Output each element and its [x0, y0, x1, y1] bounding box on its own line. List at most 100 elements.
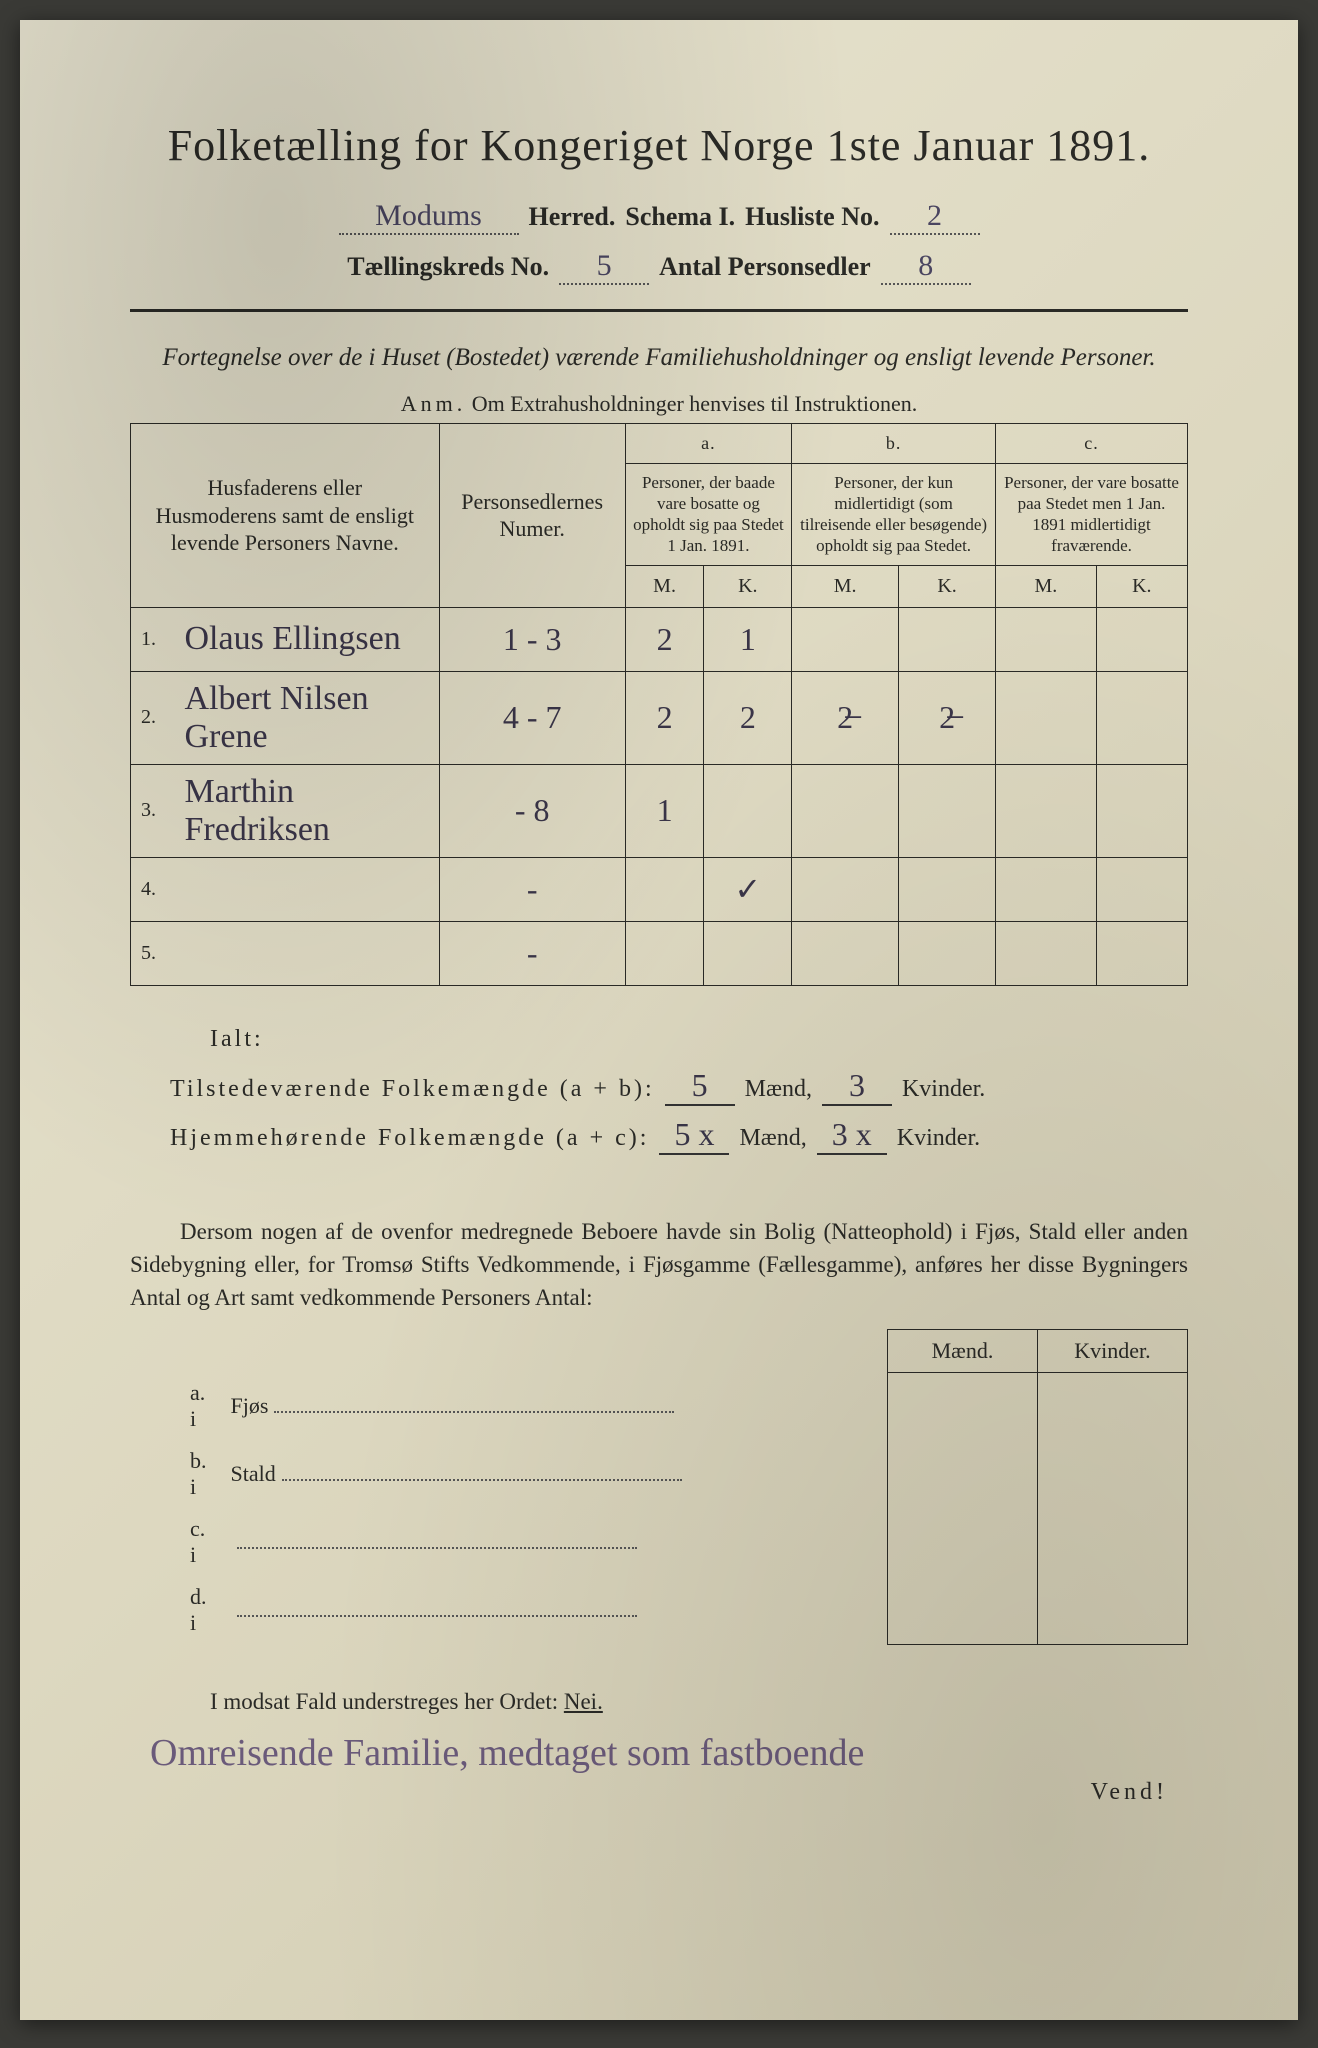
row-name: Olaus Ellingsen — [171, 607, 440, 671]
row-bm: 2̶ — [792, 671, 899, 764]
col-a-abc: a. — [625, 424, 792, 464]
row-bk — [899, 764, 996, 857]
antal-label: Antal Personsedler — [659, 252, 871, 282]
col-b-header: Personer, der kun midlertidigt (som tilr… — [792, 463, 996, 565]
col-c-header: Personer, der vare bosatte paa Stedet me… — [996, 463, 1188, 565]
row-label: Fjøs — [219, 1372, 888, 1440]
table-row: 2. Albert Nilsen Grene 4 - 7 2 2 2̶ 2̶ — [131, 671, 1188, 764]
resident-kvinder: 3 x — [817, 1116, 887, 1155]
outbuilding-row: b. i Stald — [130, 1440, 1188, 1508]
divider — [130, 309, 1188, 312]
table-body: 1. Olaus Ellingsen 1 - 3 2 1 2. Albert N… — [131, 607, 1188, 985]
row-label: Stald — [219, 1440, 888, 1508]
table-row: 5. - — [131, 921, 1188, 985]
husliste-label: Husliste No. — [745, 202, 879, 232]
nei-pre: I modsat Fald understreges her Ordet: — [210, 1689, 564, 1714]
antal-value: 8 — [881, 249, 971, 285]
herred-label: Herred. — [529, 202, 616, 232]
table-row: 4. - ✓ — [131, 857, 1188, 921]
row-bk — [899, 857, 996, 921]
resident-maend: 5 x — [659, 1116, 729, 1155]
row-name: Marthin Fredriksen — [171, 764, 440, 857]
row-bk: 2̶ — [899, 671, 996, 764]
row-numer: - — [439, 857, 625, 921]
row-k — [1038, 1576, 1188, 1644]
row-m — [888, 1440, 1038, 1508]
nei-line: I modsat Fald understreges her Ordet: Ne… — [130, 1689, 1188, 1715]
row-ak: 2 — [704, 671, 792, 764]
col-b-m: M. — [792, 565, 899, 607]
row-ak — [704, 921, 792, 985]
row-k — [1038, 1508, 1188, 1576]
row-bk — [899, 921, 996, 985]
col-b-abc: b. — [792, 424, 996, 464]
outbuilding-table: Mænd. Kvinder. a. i Fjøs b. i Stald c. i… — [130, 1329, 1188, 1645]
household-table: Husfaderens eller Husmoderens samt de en… — [130, 423, 1188, 986]
row-bm — [792, 921, 899, 985]
col-name-text: Husfaderens eller Husmoderens samt de en… — [156, 475, 414, 555]
handwritten-note: Omreisende Familie, medtaget som fastboe… — [150, 1731, 1188, 1775]
row-bm — [792, 857, 899, 921]
row-bk — [899, 607, 996, 671]
row-m — [888, 1372, 1038, 1440]
col-name-header: Husfaderens eller Husmoderens samt de en… — [131, 424, 440, 608]
anm-text: Om Extrahusholdninger henvises til Instr… — [472, 391, 917, 416]
header-row-2: Tællingskreds No. 5 Antal Personsedler 8 — [130, 249, 1188, 285]
outbuilding-row: c. i — [130, 1508, 1188, 1576]
row-lead: d. i — [130, 1576, 219, 1644]
table-row: 3. Marthin Fredriksen - 8 1 — [131, 764, 1188, 857]
row-m — [888, 1576, 1038, 1644]
row-am: 1 — [625, 764, 704, 857]
row-label — [219, 1508, 888, 1576]
row-k — [1038, 1372, 1188, 1440]
present-kvinder: 3 — [822, 1067, 892, 1106]
kvinder-label: Kvinder. — [897, 1125, 980, 1152]
col-a-k: K. — [704, 565, 792, 607]
row-num: 4. — [131, 857, 171, 921]
row-num: 2. — [131, 671, 171, 764]
row-num: 3. — [131, 764, 171, 857]
kreds-value: 5 — [559, 249, 649, 285]
mk-maend-header: Mænd. — [888, 1329, 1038, 1372]
row-am — [625, 857, 704, 921]
row-cm — [996, 764, 1097, 857]
nei-word: Nei. — [564, 1689, 603, 1714]
row-label — [219, 1576, 888, 1644]
row-numer: - 8 — [439, 764, 625, 857]
anm-label: Anm. — [401, 391, 467, 416]
present-label: Tilstedeværende Folkemængde (a + b): — [170, 1076, 655, 1103]
row-cm — [996, 607, 1097, 671]
col-a-header: Personer, der baade vare bosatte og opho… — [625, 463, 792, 565]
col-c-abc: c. — [996, 424, 1188, 464]
row-cm — [996, 857, 1097, 921]
subtitle: Fortegnelse over de i Huset (Bostedet) v… — [130, 340, 1188, 375]
mk-kvinder-header: Kvinder. — [1038, 1329, 1188, 1372]
col-c-m: M. — [996, 565, 1097, 607]
row-name: Albert Nilsen Grene — [171, 671, 440, 764]
row-ck — [1096, 764, 1187, 857]
census-form-page: Folketælling for Kongeriget Norge 1ste J… — [20, 20, 1298, 2020]
kreds-label: Tællingskreds No. — [347, 252, 549, 282]
row-lead: b. i — [130, 1440, 219, 1508]
row-numer: 1 - 3 — [439, 607, 625, 671]
row-num: 5. — [131, 921, 171, 985]
row-lead: c. i — [130, 1508, 219, 1576]
row-am: 2 — [625, 671, 704, 764]
kvinder-label: Kvinder. — [902, 1076, 985, 1103]
vend-label: Vend! — [130, 1779, 1188, 1806]
totals-line-resident: Hjemmehørende Folkemængde (a + c): 5 x M… — [170, 1116, 1188, 1155]
row-am — [625, 921, 704, 985]
col-c-k: K. — [1096, 565, 1187, 607]
row-cm — [996, 921, 1097, 985]
row-bm — [792, 607, 899, 671]
row-bm — [792, 764, 899, 857]
row-ak — [704, 764, 792, 857]
totals-line-present: Tilstedeværende Folkemængde (a + b): 5 M… — [170, 1067, 1188, 1106]
table-row: 1. Olaus Ellingsen 1 - 3 2 1 — [131, 607, 1188, 671]
row-lead: a. i — [130, 1372, 219, 1440]
outbuilding-paragraph: Dersom nogen af de ovenfor medregnede Be… — [130, 1215, 1188, 1315]
col-a-m: M. — [625, 565, 704, 607]
row-ck — [1096, 921, 1187, 985]
row-ck — [1096, 607, 1187, 671]
row-ck — [1096, 857, 1187, 921]
